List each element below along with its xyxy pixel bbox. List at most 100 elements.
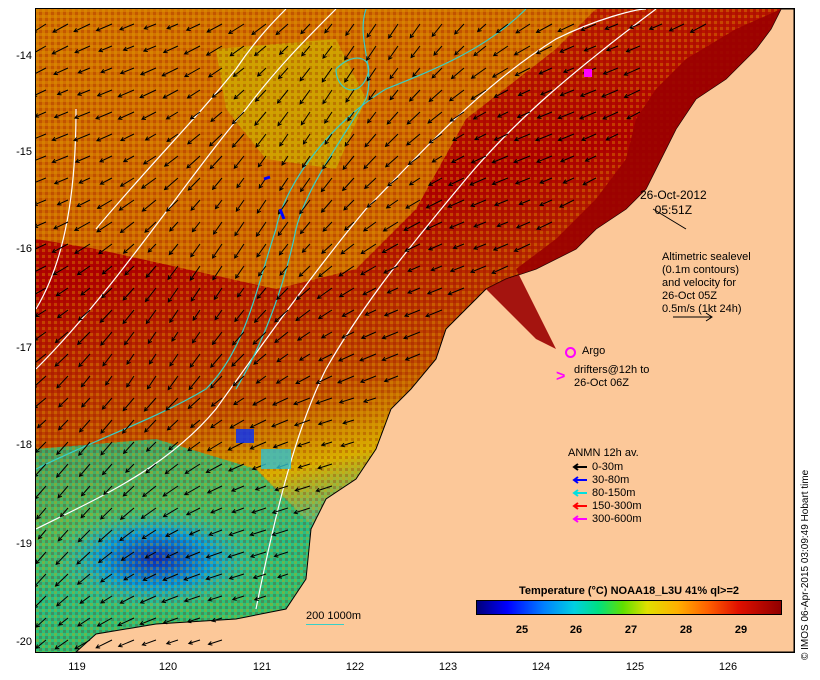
velocity-arrow <box>78 441 91 456</box>
velocity-arrow <box>536 111 553 119</box>
velocity-arrow <box>207 639 223 646</box>
arrow-left-icon <box>572 462 587 471</box>
velocity-arrow <box>205 551 223 559</box>
velocity-arrow <box>406 111 421 125</box>
velocity-arrow <box>78 419 91 433</box>
velocity-arrow <box>383 375 399 383</box>
velocity-arrow <box>408 177 421 186</box>
velocity-arrow <box>52 265 69 276</box>
velocity-arrow <box>431 155 443 163</box>
velocity-arrow <box>300 23 311 35</box>
velocity-arrow <box>169 309 179 324</box>
velocity-arrow <box>301 155 311 169</box>
velocity-arrow <box>431 67 443 79</box>
velocity-arrow <box>76 551 91 565</box>
lat-label: -18 <box>16 439 32 451</box>
velocity-arrow <box>583 45 597 52</box>
velocity-arrow <box>338 397 355 404</box>
velocity-arrow <box>249 441 267 450</box>
velocity-arrow <box>122 441 135 455</box>
velocity-arrow <box>161 67 179 77</box>
isobath-scale-label: 200 1000m <box>306 610 362 622</box>
velocity-arrow <box>141 639 157 647</box>
velocity-arrow <box>36 23 47 33</box>
velocity-arrow <box>56 309 69 319</box>
velocity-arrow <box>78 353 91 368</box>
velocity-arrow <box>322 221 333 232</box>
colorbar-tick: 25 <box>515 624 529 636</box>
velocity-arrow <box>119 529 135 542</box>
velocity-arrow <box>36 419 47 429</box>
velocity-arrow <box>625 45 641 53</box>
velocity-arrow <box>36 265 47 272</box>
velocity-arrow <box>433 45 443 56</box>
velocity-arrow <box>56 441 69 456</box>
velocity-arrow <box>166 419 179 431</box>
velocity-arrow <box>145 441 157 452</box>
velocity-arrow <box>404 353 421 361</box>
velocity-arrow <box>119 595 135 604</box>
velocity-arrow <box>141 199 157 212</box>
velocity-arrow <box>183 45 201 55</box>
velocity-arrow <box>162 45 179 54</box>
velocity-arrow <box>295 287 311 301</box>
drifter-chevron-icon: > <box>556 368 566 385</box>
velocity-arrow <box>36 507 47 520</box>
velocity-arrow <box>101 463 113 476</box>
velocity-arrow <box>142 573 157 581</box>
lat-label: -19 <box>16 538 32 550</box>
velocity-arrow <box>73 23 91 33</box>
velocity-arrow <box>103 485 113 496</box>
velocity-arrow <box>539 89 553 96</box>
velocity-arrow <box>211 89 223 98</box>
velocity-arrow <box>628 23 641 30</box>
velocity-arrow <box>251 507 267 514</box>
mooring-cyan-patch <box>261 449 291 469</box>
velocity-arrow <box>255 133 267 148</box>
velocity-arrow <box>122 485 135 497</box>
velocity-arrow <box>454 23 465 35</box>
velocity-arrow <box>338 265 355 277</box>
velocity-arrow <box>210 507 223 514</box>
velocity-arrow <box>605 133 619 141</box>
velocity-arrow <box>214 309 223 321</box>
velocity-arrow <box>117 639 135 648</box>
velocity-arrow <box>491 177 509 186</box>
velocity-arrow <box>142 155 157 165</box>
velocity-arrow <box>301 243 311 253</box>
velocity-arrow <box>447 199 465 208</box>
velocity-arrow <box>165 111 179 120</box>
velocity-arrow <box>53 221 69 230</box>
anmn-legend-label: 150-300m <box>592 499 642 512</box>
velocity-arrow <box>80 287 91 296</box>
velocity-arrow <box>273 551 289 558</box>
velocity-arrow <box>36 463 47 477</box>
velocity-arrow <box>404 243 421 252</box>
velocity-arrow <box>428 133 443 144</box>
velocity-arrow <box>78 463 91 478</box>
velocity-arrow <box>139 595 157 604</box>
velocity-arrow <box>492 243 509 251</box>
velocity-arrow <box>317 309 333 320</box>
velocity-arrow <box>162 507 179 518</box>
velocity-arrow <box>345 89 355 103</box>
velocity-arrow <box>165 639 179 645</box>
velocity-arrow <box>580 133 597 142</box>
velocity-arrow <box>51 155 69 164</box>
velocity-arrow <box>384 133 399 148</box>
velocity-arrow <box>518 199 531 206</box>
velocity-arrow <box>277 221 289 237</box>
velocity-arrow <box>450 67 465 80</box>
velocity-arrow <box>96 199 113 209</box>
velocity-arrow <box>231 595 245 601</box>
velocity-arrow <box>293 507 311 515</box>
velocity-arrow <box>36 639 47 649</box>
velocity-arrow <box>81 397 91 408</box>
velocity-arrow <box>36 177 47 183</box>
velocity-arrow <box>123 331 135 346</box>
velocity-arrow <box>139 89 157 99</box>
velocity-arrow <box>252 331 267 345</box>
velocity-arrow <box>407 265 421 273</box>
arrow-left-icon <box>572 501 587 510</box>
velocity-arrow <box>253 45 267 57</box>
